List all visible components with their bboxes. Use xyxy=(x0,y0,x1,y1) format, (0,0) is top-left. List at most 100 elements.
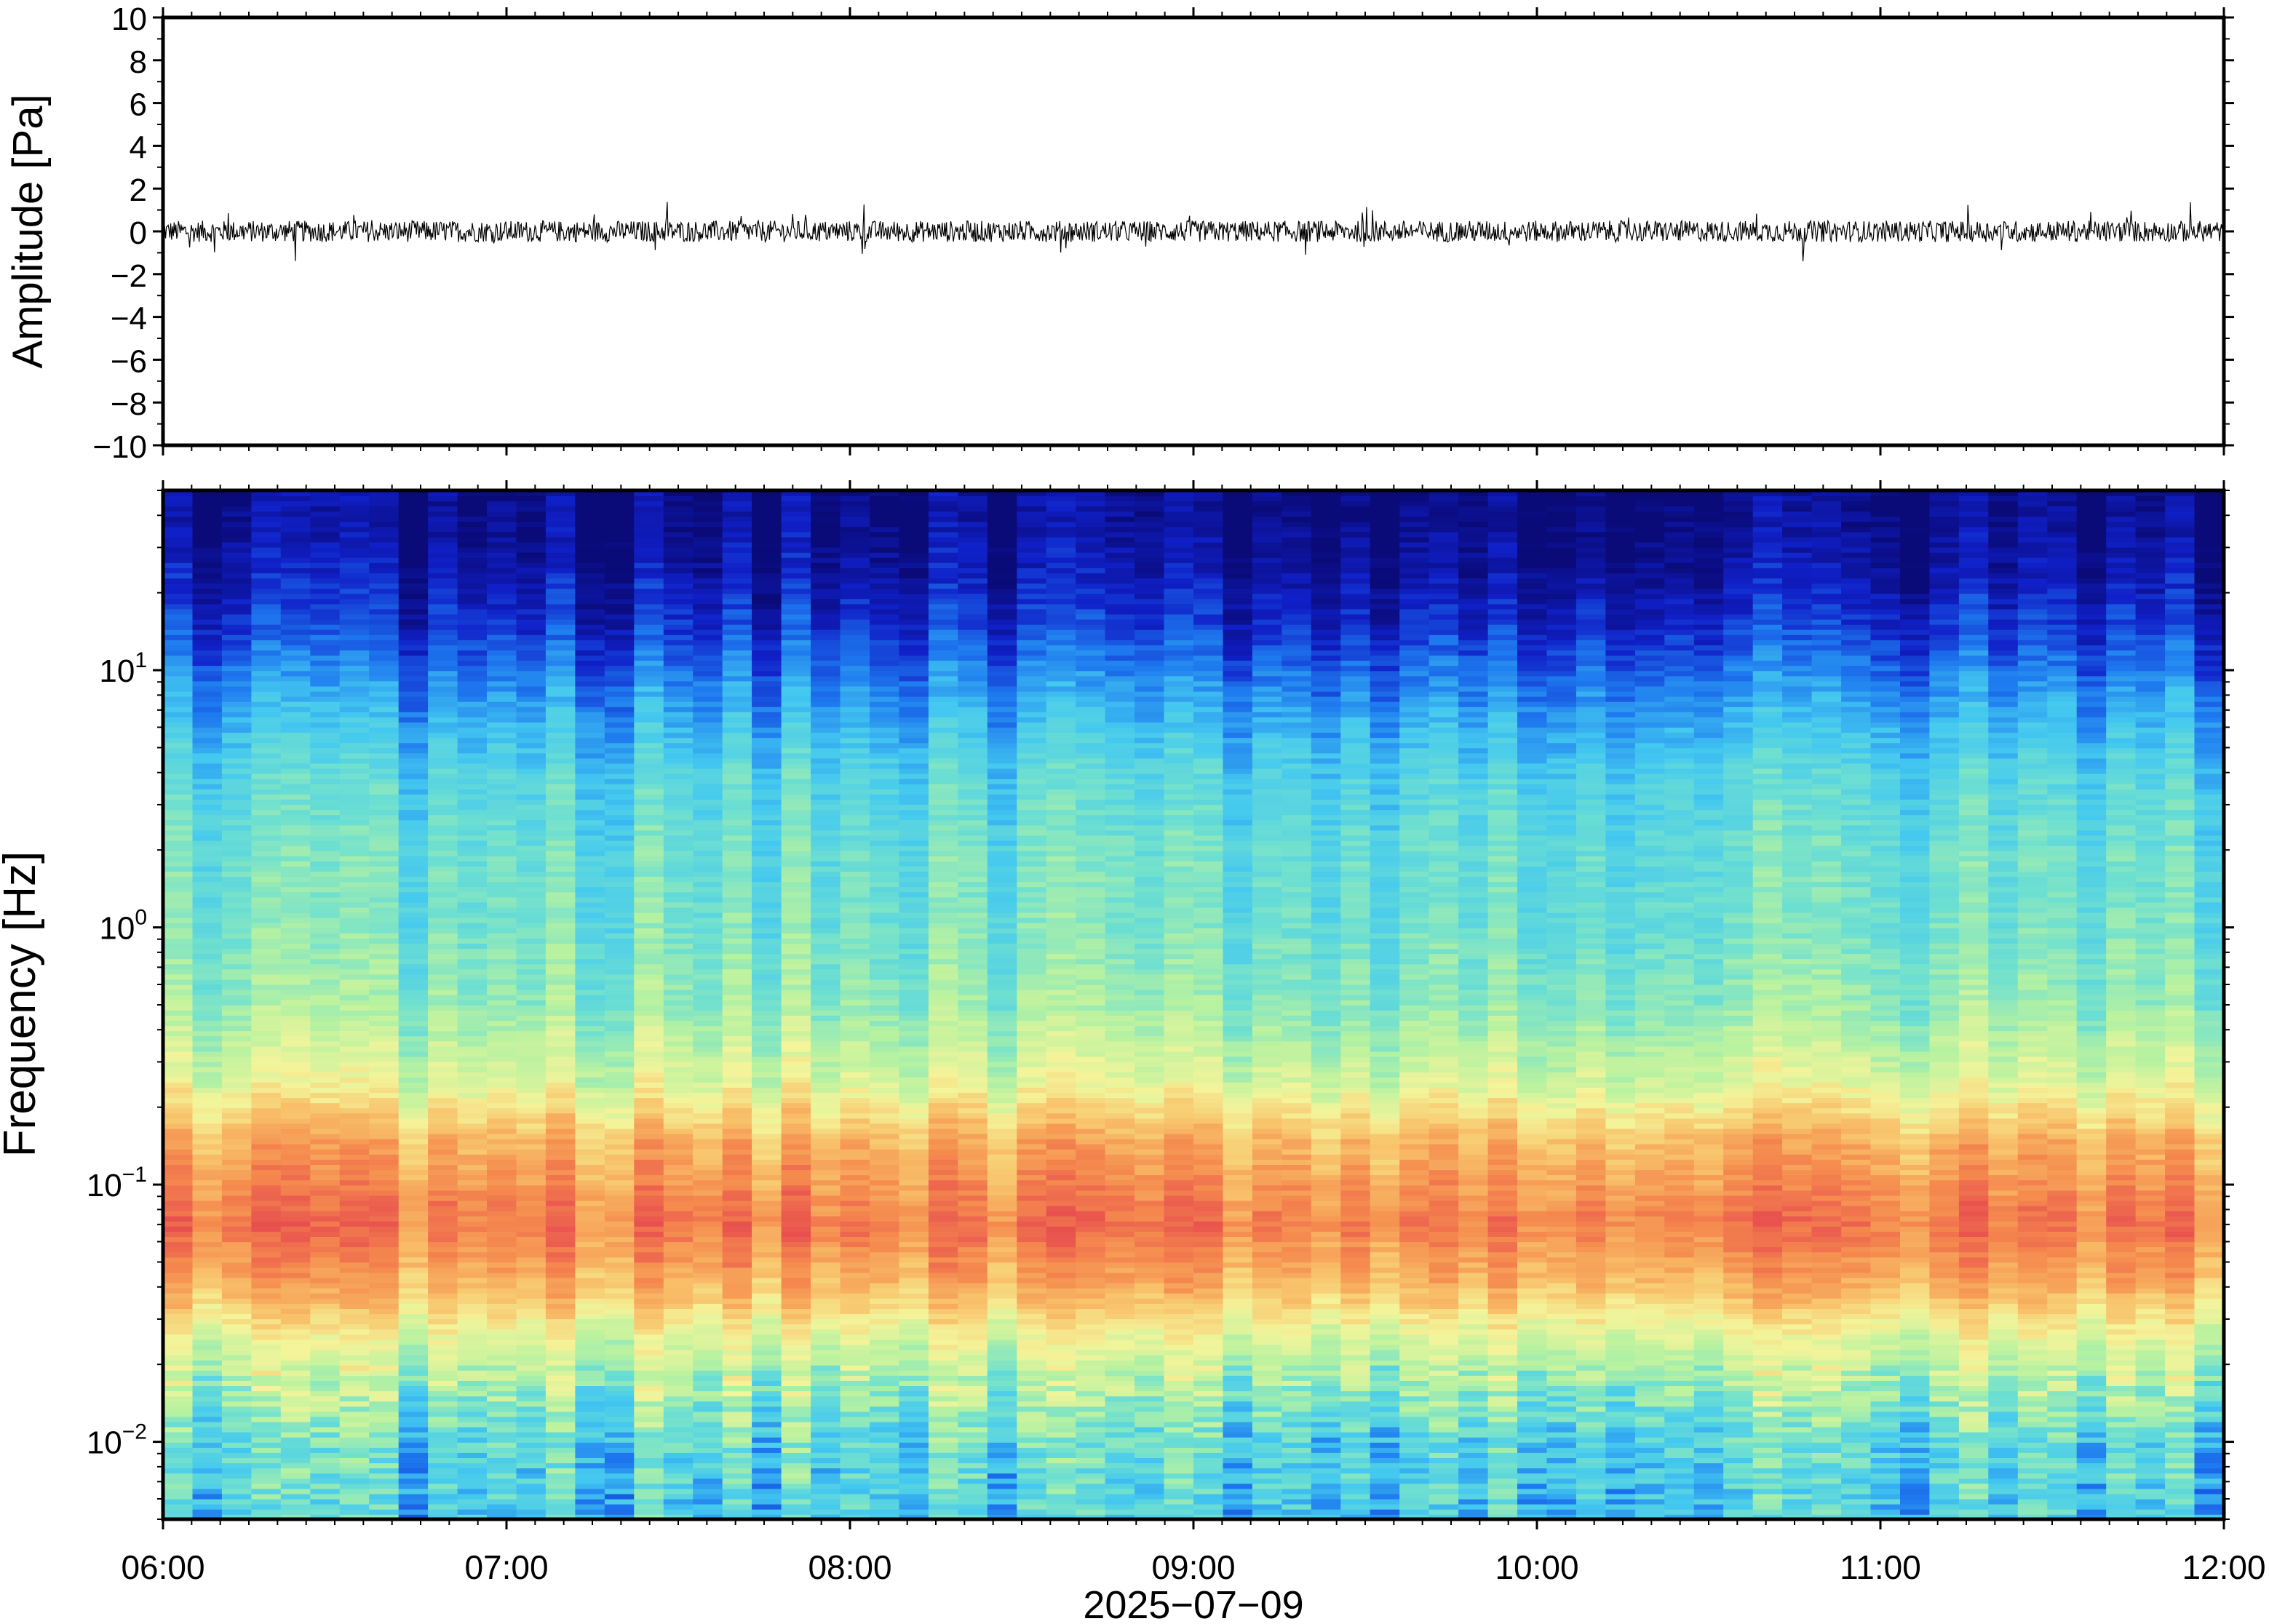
spectrogram-cell xyxy=(428,1210,458,1217)
spectrogram-cell xyxy=(192,896,223,903)
spectrogram-cell xyxy=(428,856,458,861)
spectrogram-cell xyxy=(310,763,341,769)
spectrogram-cell xyxy=(604,933,635,939)
spectrogram-cell xyxy=(398,928,429,934)
spectrogram-cell xyxy=(545,526,576,533)
spectrogram-cell xyxy=(192,1107,223,1114)
spectrogram-cell xyxy=(575,1071,605,1078)
spectrogram-cell xyxy=(428,1354,458,1361)
spectrogram-cell xyxy=(310,680,341,687)
spectrogram-cell xyxy=(840,1066,870,1072)
spectrogram-cell xyxy=(163,1292,194,1299)
spectrogram-cell xyxy=(192,1220,223,1227)
spectrogram-cell xyxy=(339,1298,370,1304)
spectrogram-cell xyxy=(722,573,752,578)
spectrogram-cell xyxy=(604,1411,635,1417)
spectrogram-cell xyxy=(604,1298,635,1304)
spectrogram-cell xyxy=(634,1483,664,1489)
spectrogram-cell xyxy=(752,1498,782,1505)
spectrogram-cell xyxy=(251,1478,282,1484)
spectrogram-cell xyxy=(487,1257,517,1263)
spectrogram-cell xyxy=(457,598,488,605)
spectrogram-cell xyxy=(634,1046,664,1052)
spectrogram-cell xyxy=(604,727,635,733)
spectrogram-cell xyxy=(634,1370,664,1376)
spectrogram-cell xyxy=(752,1401,782,1407)
spectrogram-cell xyxy=(487,1308,517,1314)
spectrogram-cell xyxy=(487,706,517,712)
spectrogram-cell xyxy=(516,521,547,528)
spectrogram-cell xyxy=(221,856,253,861)
spectrogram-cell xyxy=(516,1421,547,1428)
spectrogram-cell xyxy=(693,1195,723,1201)
spectrogram-cell xyxy=(811,974,841,980)
spectrogram-cell xyxy=(221,573,253,578)
spectrogram-cell xyxy=(634,1442,664,1448)
spectrogram-cell xyxy=(398,712,429,717)
spectrogram-cell xyxy=(781,1308,811,1314)
spectrogram-cell xyxy=(722,778,752,784)
spectrogram-cell xyxy=(369,886,400,893)
spectrogram-cell xyxy=(280,1447,311,1453)
spectrogram-cell xyxy=(163,1380,194,1386)
spectrogram-cell xyxy=(840,1035,870,1042)
spectrogram-cell xyxy=(516,1406,547,1412)
spectrogram-cell xyxy=(545,1349,576,1356)
spectrogram-cell xyxy=(428,1236,458,1243)
spectrogram-cell xyxy=(163,742,194,749)
spectrogram-cell xyxy=(840,1349,870,1356)
spectrogram-cell xyxy=(575,1390,605,1397)
spectrogram-cell xyxy=(163,886,194,893)
spectrogram-cell xyxy=(339,690,370,697)
spectrogram-cell xyxy=(516,789,547,795)
spectrogram-cell xyxy=(310,1112,341,1119)
spectrogram-cell xyxy=(310,1149,341,1155)
spectrogram-cell xyxy=(280,891,311,898)
spectrogram-cell xyxy=(840,1385,870,1392)
spectrogram-cell xyxy=(398,1025,429,1032)
spectrogram-cell xyxy=(811,1164,841,1171)
spectrogram-cell xyxy=(811,583,841,589)
spectrogram-cell xyxy=(221,1473,253,1479)
spectrogram-cell xyxy=(339,1092,370,1099)
spectrogram-cell xyxy=(192,1282,223,1289)
spectrogram-cell xyxy=(398,824,429,831)
spectrogram-cell xyxy=(663,886,694,893)
spectrogram-cell xyxy=(516,1503,547,1510)
spectrogram-cell xyxy=(369,490,400,496)
spectrogram-cell xyxy=(722,1396,752,1402)
spectrogram-cell xyxy=(575,1298,605,1304)
spectrogram-cell xyxy=(163,588,194,594)
spectrogram-cell xyxy=(339,727,370,733)
spectrogram-cell xyxy=(752,608,782,615)
spectrogram-cell xyxy=(280,568,311,573)
spectrogram-cell xyxy=(840,603,870,610)
spectrogram-cell xyxy=(339,675,370,682)
spectrogram-cell xyxy=(339,1051,370,1057)
spectrogram-cell xyxy=(575,1334,605,1340)
spectrogram-cell xyxy=(516,835,547,841)
spectrogram-cell xyxy=(428,752,458,759)
spectrogram-cell xyxy=(604,634,635,640)
spectrogram-cell xyxy=(428,784,458,789)
spectrogram-cell xyxy=(280,1190,311,1196)
spectrogram-cell xyxy=(545,922,576,928)
spectrogram-cell xyxy=(722,784,752,789)
spectrogram-cell xyxy=(516,891,547,898)
spectrogram-cell xyxy=(781,1164,811,1171)
spectrogram-cell xyxy=(663,1005,694,1011)
spectrogram-cell xyxy=(369,665,400,672)
spectrogram-cell xyxy=(752,1246,782,1253)
spectrogram-cell xyxy=(192,1457,223,1464)
spectrogram-cell xyxy=(840,536,870,543)
spectrogram-cell xyxy=(310,938,341,944)
spectrogram-cell xyxy=(192,685,223,692)
spectrogram-cell xyxy=(634,1277,664,1283)
spectrogram-cell xyxy=(398,1468,429,1474)
spectrogram-cell xyxy=(251,1468,282,1474)
spectrogram-cell xyxy=(398,999,429,1006)
spectrogram-cell xyxy=(752,624,782,630)
spectrogram-cell xyxy=(221,968,253,975)
spectrogram-cell xyxy=(663,1416,694,1422)
spectrogram-cell xyxy=(693,968,723,975)
